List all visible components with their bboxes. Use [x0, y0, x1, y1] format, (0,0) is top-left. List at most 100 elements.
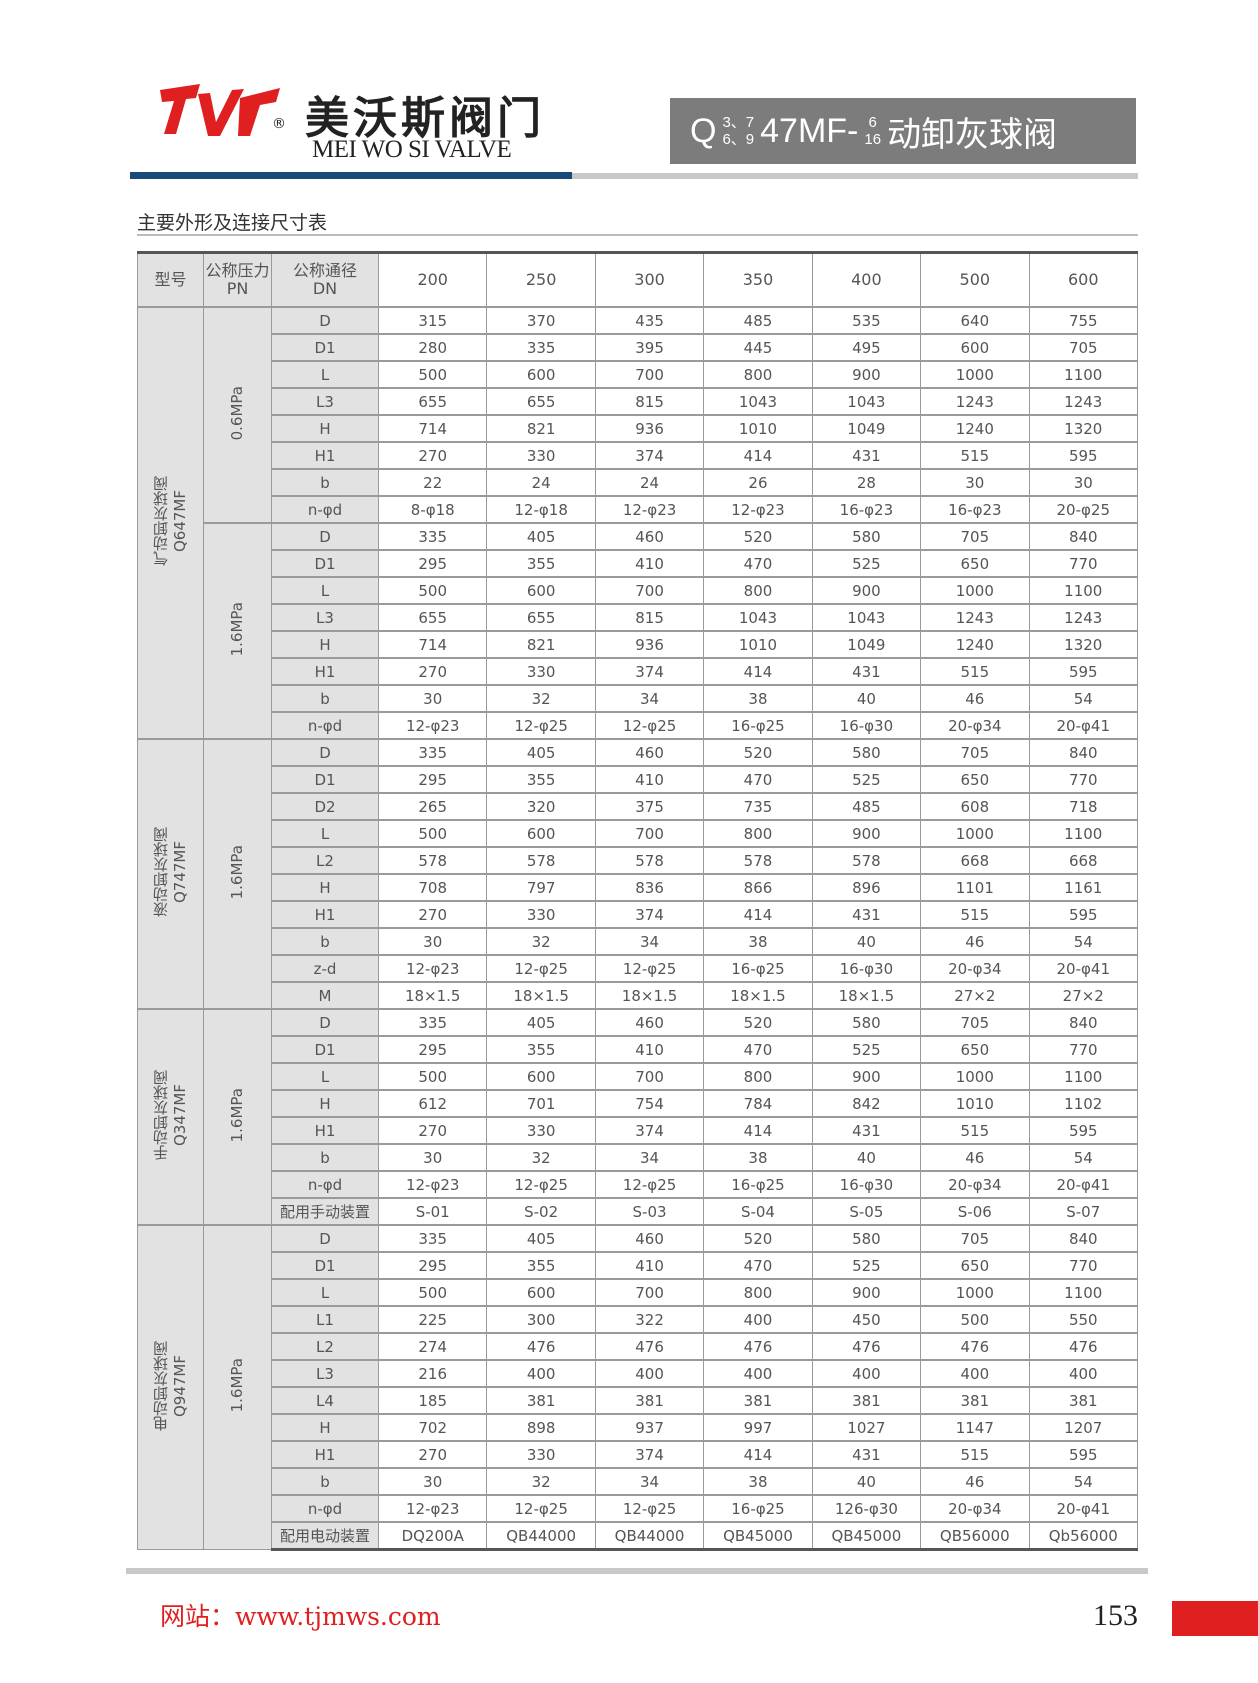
dimension-value: 580 [811, 738, 922, 767]
dimension-value: QB45000 [811, 1521, 922, 1551]
table-row: z-d 12-φ23 12-φ25 12-φ25 16-φ25 16-φ30 20-φ34 2… [138, 954, 1139, 983]
title-index-2: 6 16 [864, 114, 881, 148]
dimension-value: 335 [377, 522, 488, 551]
dimension-value: 896 [811, 873, 922, 902]
website-link[interactable]: 网站：www.tjmws.com [160, 1602, 441, 1631]
dimension-value: 580 [811, 1224, 922, 1253]
dimension-value: 381 [703, 1386, 813, 1415]
table-row: H1 270 330 374 414 431 515 595 [138, 441, 1139, 470]
dimension-value: 374 [594, 657, 705, 686]
dimension-value: 840 [1028, 738, 1139, 767]
dimension-value: 405 [486, 522, 596, 551]
dimension-value: 355 [486, 549, 596, 578]
header-size: 350 [703, 251, 813, 308]
dimension-value: 405 [486, 738, 596, 767]
dimension-value: Qb56000 [1028, 1521, 1139, 1551]
table-row: L3 655 655 815 1043 1043 1243 1243 [138, 387, 1139, 416]
dimension-value: 595 [1028, 1116, 1139, 1145]
title-sub-2: 16 [864, 131, 882, 148]
dimension-value: 470 [703, 549, 813, 578]
table-row: H1 270 330 374 414 431 515 595 [138, 657, 1139, 686]
dimension-value: 1161 [1028, 873, 1139, 902]
registered-mark: ® [272, 116, 286, 132]
dimension-value: 476 [1028, 1332, 1139, 1361]
model-group-cell: 手动卸灰球阀 Q347MF [137, 1008, 204, 1226]
dimension-value: 937 [594, 1413, 705, 1442]
pressure-label: 0.6MPa [228, 385, 246, 441]
dimension-value: 650 [920, 549, 1030, 578]
dimension-value: 898 [486, 1413, 596, 1442]
dimension-label: H1 [271, 1116, 379, 1145]
dimension-value: 485 [811, 792, 922, 821]
dimension-value: 1207 [1028, 1413, 1139, 1442]
group-model: Q947MF [170, 1354, 189, 1417]
title-sup-2: 6 [868, 114, 877, 131]
dimension-label: b [271, 1467, 379, 1496]
dimension-value: 705 [920, 738, 1030, 767]
dimension-value: 515 [920, 1116, 1030, 1145]
dimension-value: 270 [377, 1440, 488, 1469]
dimension-value: 500 [920, 1305, 1030, 1334]
dimension-value: 1010 [703, 630, 813, 659]
dimension-value: 216 [377, 1359, 488, 1388]
dimension-value: 400 [594, 1359, 705, 1388]
dimension-value: 1243 [1028, 603, 1139, 632]
table-row: n-φd 8-φ18 12-φ18 12-φ23 12-φ23 16-φ23 16-φ23 2… [138, 495, 1139, 524]
dimension-label: L [271, 1278, 379, 1307]
dimension-value: 485 [703, 306, 813, 335]
dimension-value: 476 [486, 1332, 596, 1361]
dimension-label: H [271, 1413, 379, 1442]
title-middle: 47MF- [760, 111, 859, 150]
dimension-value: 274 [377, 1332, 488, 1361]
dimension-value: 16-φ30 [811, 1170, 922, 1199]
dimension-value: 640 [920, 306, 1030, 335]
dimension-value: 32 [486, 684, 596, 713]
dimension-label: L [271, 360, 379, 389]
group-name: 气动卸灰球阀 [151, 476, 170, 566]
dimension-value: 655 [377, 387, 488, 416]
dimension-label: D1 [271, 549, 379, 578]
pressure-label: 1.6MPa [228, 844, 246, 900]
dimension-value: 32 [486, 927, 596, 956]
dimension-value: DQ200A [377, 1521, 488, 1551]
table-row: L 500 600 700 800 900 1000 1100 [138, 819, 1139, 848]
dimension-value: 700 [594, 576, 705, 605]
dimension-value: 30 [1028, 468, 1139, 497]
dimension-value: 668 [920, 846, 1030, 875]
dimension-value: 600 [486, 360, 596, 389]
dimension-value: 18×1.5 [703, 981, 813, 1010]
header-pn: 公称压力 PN [203, 251, 272, 308]
footer-divider [126, 1568, 1148, 1574]
dimension-value: 700 [594, 819, 705, 848]
dimension-value: 770 [1028, 765, 1139, 794]
table-row: 1.6MPa D 335 405 460 520 580 705 840 [138, 522, 1139, 740]
dimension-value: 410 [594, 1251, 705, 1280]
dimension-value: 414 [703, 900, 813, 929]
dimension-value: 400 [920, 1359, 1030, 1388]
dimension-label: L3 [271, 603, 379, 632]
dimension-label: H [271, 414, 379, 443]
dimension-value: 22 [377, 468, 488, 497]
pressure-cell: 1.6MPa [203, 1224, 272, 1550]
dimension-value: 800 [703, 819, 813, 848]
dimension-value: S-04 [703, 1197, 813, 1226]
dimension-value: 840 [1028, 1008, 1139, 1037]
title-prefix: Q [690, 111, 717, 150]
dimension-value: 431 [811, 657, 922, 686]
table-row: H1 270 330 374 414 431 515 595 [138, 900, 1139, 929]
dimension-value: 405 [486, 1008, 596, 1037]
table-row: L 500 600 700 800 900 1000 1100 [138, 576, 1139, 605]
dimension-value: 330 [486, 657, 596, 686]
dimension-value: 126-φ30 [811, 1494, 922, 1523]
dimension-value: 400 [703, 1359, 813, 1388]
dimension-value: 1240 [920, 414, 1030, 443]
dimension-label: L [271, 1062, 379, 1091]
brand-logo [160, 84, 280, 136]
dimension-value: 270 [377, 657, 488, 686]
dimension-value: 225 [377, 1305, 488, 1334]
dimension-value: 1010 [920, 1089, 1030, 1118]
table-row: b 22 24 24 26 28 30 30 [138, 468, 1139, 497]
dimension-value: 476 [811, 1332, 922, 1361]
dimension-label: n-φd [271, 1494, 379, 1523]
dimension-label: b [271, 1143, 379, 1172]
